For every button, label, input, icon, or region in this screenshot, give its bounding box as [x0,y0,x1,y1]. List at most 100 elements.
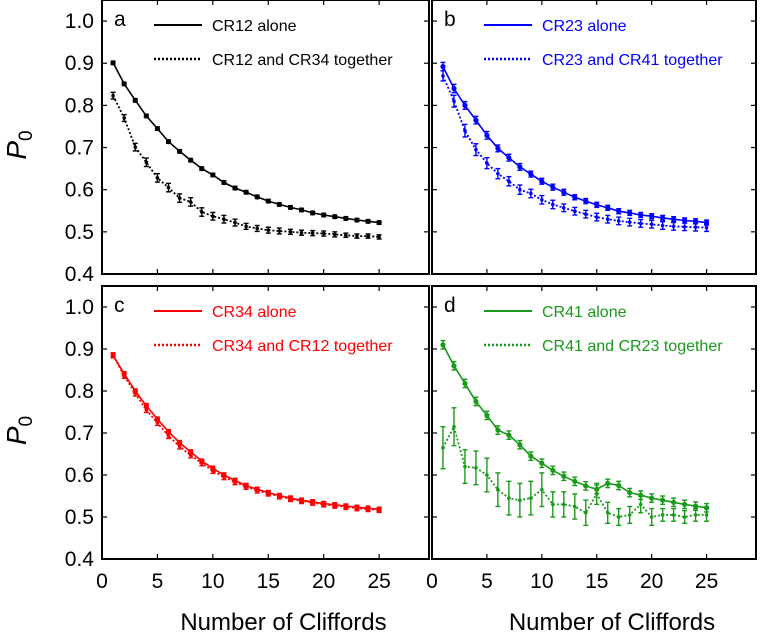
legend-label: CR23 and CR41 together [542,52,723,69]
y-tick-label: 0.5 [65,506,94,529]
data-point [441,74,445,78]
data-point [474,466,478,470]
data-point [704,513,709,517]
data-point [355,234,359,238]
x-tick-label: 0 [426,570,438,593]
data-point [572,209,577,213]
data-point [344,505,348,509]
data-point [693,225,698,230]
y-axis-label-sub: 0 [16,416,37,427]
data-point [463,128,467,133]
series-line-together [112,95,380,238]
data-point [462,102,468,108]
data-point [222,475,226,479]
plot-frame-a [101,0,430,275]
data-point [232,185,238,191]
data-point [638,502,643,507]
data-point [616,219,621,223]
data-point [166,185,171,190]
data-point [507,179,511,184]
data-point [133,391,138,396]
y-tick-label: 0.9 [65,52,94,75]
panel-d: 0 5 10 15 20 25 Number of Cliffords d CR41 alone… [426,285,757,634]
data-point [649,515,654,519]
data-point [366,507,370,511]
data-point [660,513,665,517]
data-point [627,513,632,517]
data-point [627,210,633,216]
legend-label: CR34 and CR12 together [212,338,393,355]
data-point [550,467,556,473]
data-point [199,461,204,466]
data-point [177,444,182,449]
data-point [199,210,204,214]
data-point [144,160,149,165]
data-point [133,145,138,149]
data-point [376,219,382,226]
panel-a: 1.0 0.9 0.8 0.7 0.6 0.5 0.4 P0 a CR12 alone CR12 a… [1,0,430,286]
y-axis-label-main: P [1,426,32,445]
data-point [354,217,360,223]
data-point [122,116,126,120]
data-point [594,202,600,208]
legend-label: CR41 alone [542,304,627,321]
data-point [474,147,478,152]
x-tick-label: 20 [640,570,663,593]
data-point [155,176,160,180]
plot-frame-c [101,285,430,560]
data-point [299,499,304,503]
data-point [495,427,501,433]
data-point [616,482,622,489]
data-point [528,171,534,177]
data-point [518,187,522,192]
x-tick-label: 15 [257,570,280,593]
data-point [276,201,282,208]
y-tick-label: 0.7 [65,422,94,445]
x-tick-label: 10 [201,570,224,593]
data-point [550,184,556,190]
data-point [649,495,655,501]
data-point [473,398,479,405]
series-line-together [442,75,707,229]
data-point [529,191,533,196]
data-point [188,453,193,458]
data-point [222,217,226,221]
data-point [616,515,621,519]
data-point [176,148,183,154]
data-point [321,231,326,236]
data-point [377,508,381,512]
x-tick-label: 0 [96,570,108,593]
data-point [243,189,249,195]
y-axis-label: P0 [1,416,37,445]
data-point [528,453,534,459]
data-point [660,215,666,221]
data-point [344,233,348,238]
data-point [638,221,643,226]
data-point [343,215,349,221]
data-point [693,513,698,517]
x-tick-label: 10 [530,570,553,593]
legend-label: CR12 and CR34 together [212,52,393,69]
data-point [266,228,271,232]
data-point [332,503,337,508]
y-axis-label: P0 [1,130,37,159]
data-point [310,210,316,216]
data-point [605,511,610,515]
data-point [692,218,699,224]
data-point [496,171,500,176]
data-point [451,363,457,369]
data-point [529,496,533,500]
data-point [233,480,237,484]
panel-label: a [114,8,126,31]
data-point [572,504,577,509]
data-point [660,223,665,228]
data-point [561,206,566,210]
data-point [682,515,687,519]
data-point [572,194,578,200]
data-point [122,374,126,378]
data-point [495,145,501,151]
data-point [210,172,216,178]
data-point [540,198,544,202]
data-point [605,205,611,211]
data-point [583,511,588,515]
